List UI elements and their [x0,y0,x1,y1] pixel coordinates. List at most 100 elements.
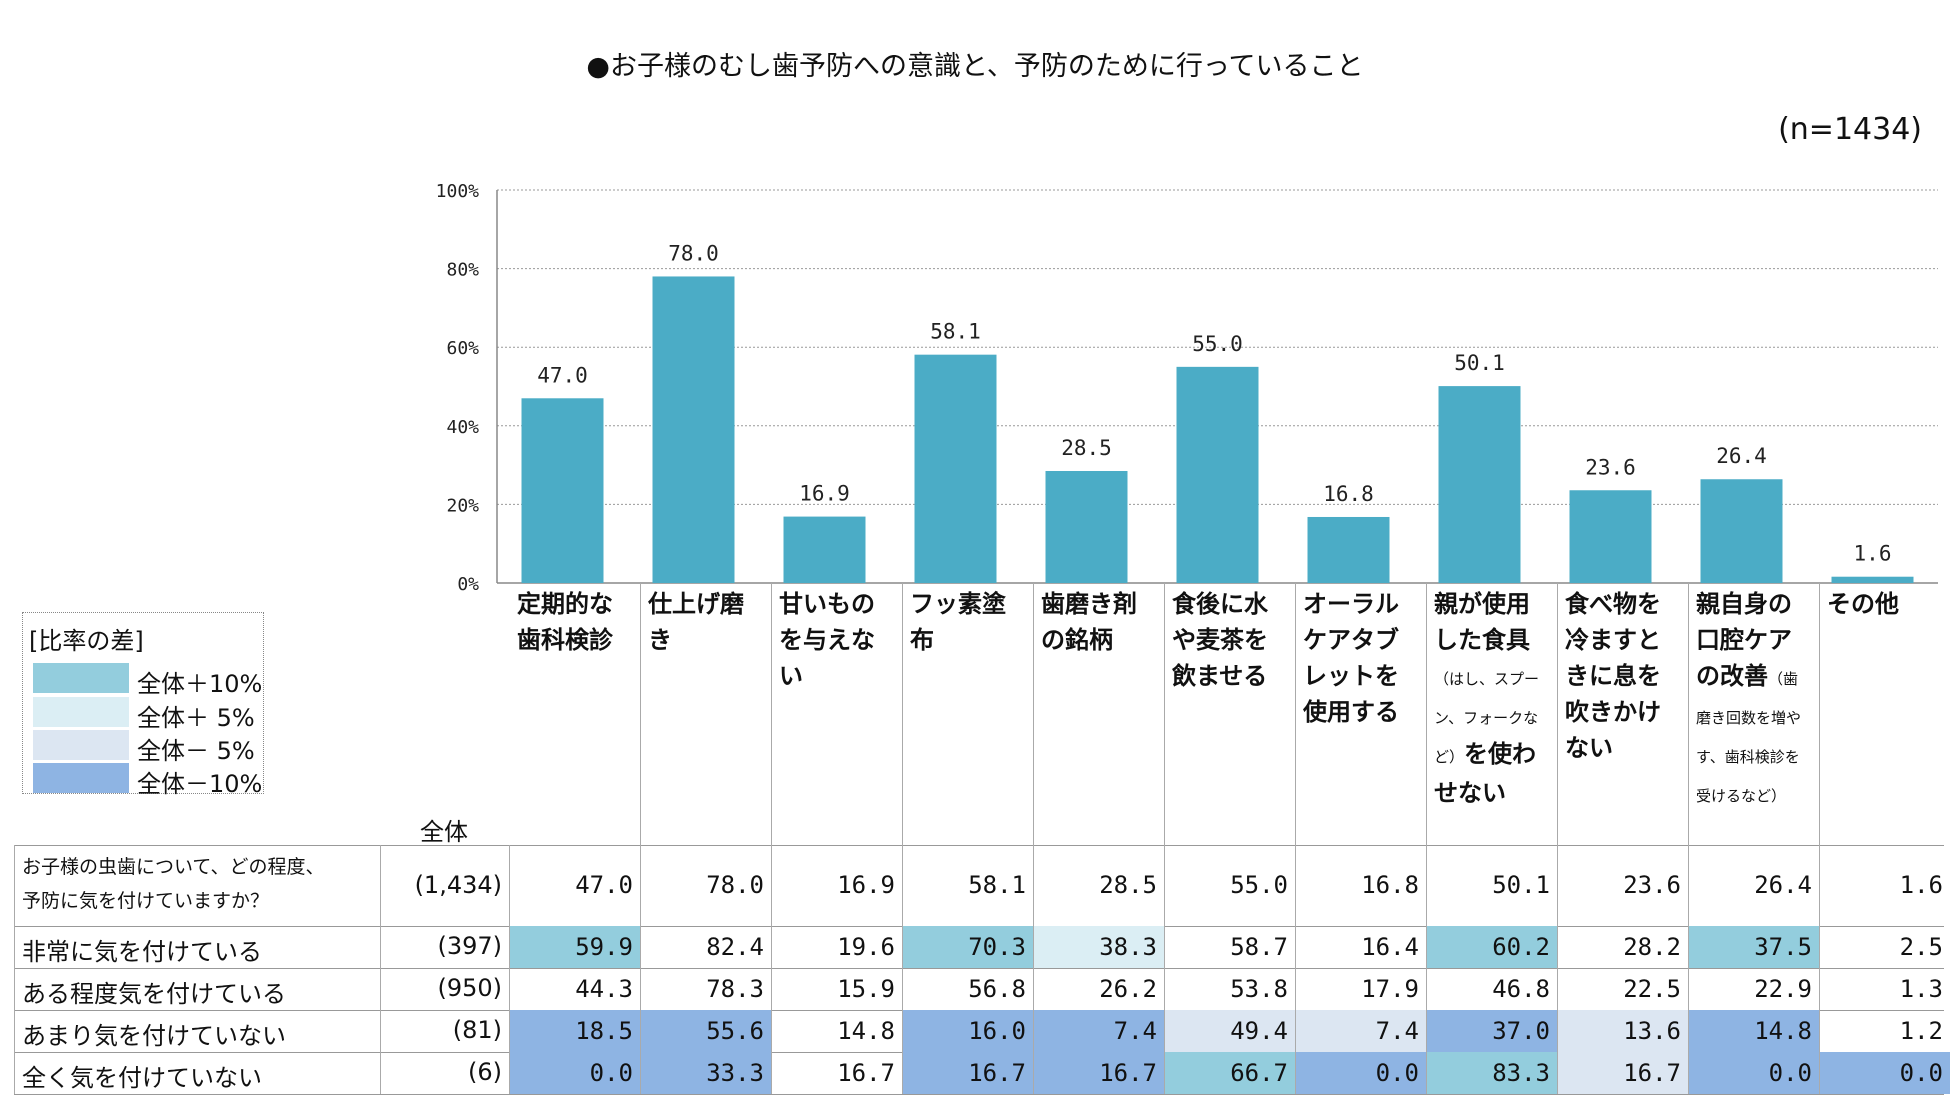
table-cell: 2.5 [1899,933,1943,961]
table-cell: 37.0 [1426,1010,1558,1052]
bar-value-label: 78.0 [668,241,719,265]
column-divider [1164,583,1165,1094]
legend-swatch [33,763,129,793]
legend-item: 全体－10% [33,763,262,798]
x-category-label: 甘いものを与えない [779,590,875,690]
column-divider [1688,583,1689,1094]
y-tick-label: 20% [446,495,479,516]
table-cell: 1.3 [1899,975,1943,1003]
x-category-label: 食後に水や麦茶を飲ませる [1172,590,1268,690]
table-cell: 53.8 [1230,975,1288,1003]
table-cell: 16.9 [837,871,895,899]
bar [1700,479,1783,583]
bar-chart: 0% 20% 40% 60% 80% 100% 47.0 78.0 16.9 58.1 28.5 55… [436,181,1938,595]
table-cell: 56.8 [968,975,1026,1003]
table-cell: 50.1 [1492,871,1550,899]
table-cell: 16.7 [837,1059,895,1087]
table-cell: 66.7 [1164,1052,1296,1094]
x-category-label: フッ素塗布 [910,590,1006,654]
column-divider [640,583,641,1094]
sample-count: (6) [468,1058,502,1086]
sample-count: (950) [437,974,502,1002]
table-cell: 38.3 [1033,926,1165,968]
table-cell: 14.8 [837,1017,895,1045]
column-divider [1033,583,1034,1094]
question-label: お子様の虫歯について、どの程度、 [22,856,325,878]
table-cell: 26.2 [1099,975,1157,1003]
legend: [比率の差] 全体＋10% 全体＋ 5% 全体－ 5% 全体－10% [22,612,264,798]
question-label: 予防に気を付けていますか？ [22,890,270,912]
table-cell: 15.9 [837,975,895,1003]
bar-value-label: 50.1 [1454,351,1505,375]
bar [1438,386,1521,583]
x-category-label: 仕上げ磨き [648,590,744,654]
table-cell: 0.0 [1295,1052,1427,1094]
y-tick-label: 80% [446,260,479,281]
x-category-label: 定期的な歯科検診 [517,590,613,654]
table-rule [14,845,1944,846]
bar [1045,470,1128,583]
bar [521,398,604,583]
table-cell: 22.9 [1754,975,1812,1003]
table-cell: 83.3 [1426,1052,1558,1094]
bar-value-label: 58.1 [930,320,981,344]
legend-swatch [33,663,129,693]
x-category-label: 食べ物を冷ますときに息を吹きかけない [1565,590,1661,762]
table-cell: 60.2 [1426,926,1558,968]
legend-label: 全体－ 5% [137,737,255,765]
column-divider [902,583,903,1094]
table-cell: 16.8 [1361,871,1419,899]
table-cell: 19.6 [837,933,895,961]
table-rule [14,968,1944,969]
bar-value-label: 16.9 [799,482,850,506]
table-cell: 55.6 [640,1010,772,1052]
table-cell: 16.7 [1557,1052,1689,1094]
table-cell: 37.5 [1688,926,1820,968]
x-category-label: オーラルケアタブレットを使用する [1303,590,1399,726]
table-cell: 46.8 [1492,975,1550,1003]
bar [1569,490,1652,583]
chart-title: ●お子様のむし歯予防への意識と、予防のために行っていること [586,51,1364,82]
table-cell: 1.6 [1899,871,1943,899]
bar [1307,516,1390,583]
y-tick-label: 60% [446,338,479,359]
table-cell: 0.0 [1688,1052,1820,1094]
table-cell: 78.0 [706,871,764,899]
legend-swatch [33,697,129,727]
column-divider [1557,583,1558,1094]
table-cell: 26.4 [1754,871,1812,899]
legend-item: 全体－ 5% [33,730,257,765]
table-cell: 7.4 [1295,1010,1427,1052]
row-label: ある程度気を付けている [22,980,286,1008]
bar [914,354,997,583]
bar-value-label: 1.6 [1854,542,1892,566]
column-divider [509,845,510,1094]
legend-title: [比率の差] [29,627,144,655]
x-category-label: 親自身の口腔ケアの改善（歯磨き回数を増やす、歯科検診を受けるなど） [1696,590,1802,805]
table-cell: 70.3 [902,926,1034,968]
bar-value-label: 28.5 [1061,436,1112,460]
sample-count: (81) [452,1016,502,1044]
row-label: あまり気を付けていない [22,1022,286,1050]
table-cell: 33.3 [640,1052,772,1094]
table-cell: 58.1 [968,871,1026,899]
bar [1831,576,1914,583]
sample-count: (397) [437,932,502,960]
column-divider [380,845,381,1094]
table-cell: 28.5 [1099,871,1157,899]
table-cell: 14.8 [1688,1010,1820,1052]
legend-label: 全体－10% [137,770,263,798]
table-cell: 18.5 [509,1010,641,1052]
y-tick-label: 40% [446,417,479,438]
bar-value-label: 55.0 [1192,332,1243,356]
y-tick-label: 0% [457,574,479,595]
column-divider [1295,583,1296,1094]
table-cell: 44.3 [575,975,633,1003]
total-column-header: 全体 [420,818,468,846]
table-cell: 17.9 [1361,975,1419,1003]
column-divider [14,845,15,1094]
bar-value-label: 16.8 [1323,482,1374,506]
x-category-label: その他 [1827,590,1899,618]
table-cell: 16.7 [902,1052,1034,1094]
legend-label: 全体＋10% [137,670,263,698]
